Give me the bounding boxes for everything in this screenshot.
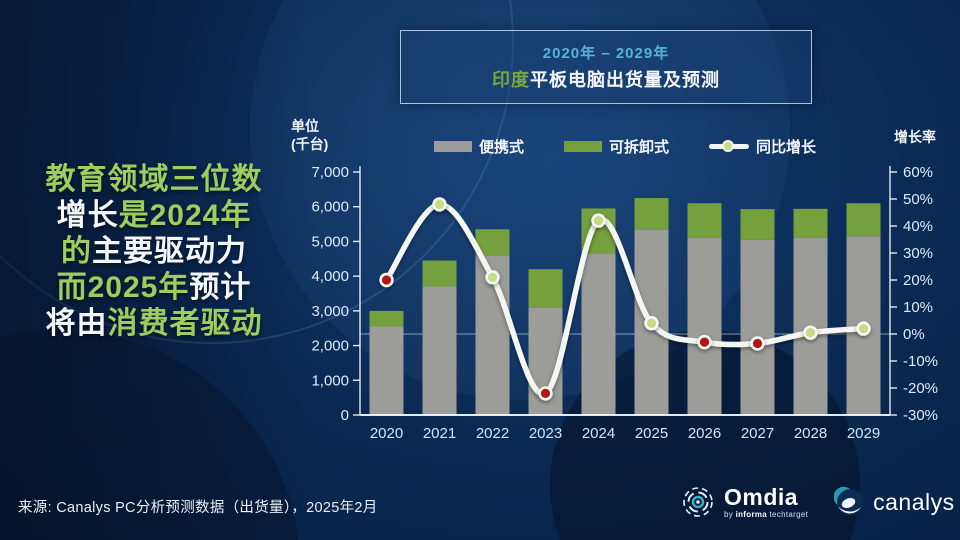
legend-label-growth: 同比增长 — [756, 139, 817, 156]
legend-item-portable: 便携式 — [433, 136, 524, 157]
x-axis-label-2029: 2029 — [847, 425, 880, 442]
legend-swatch-green — [563, 141, 602, 152]
chart-title-box: 2020年 – 2029年 印度平板电脑出货量及预测 — [400, 30, 812, 104]
chart-subtitle-years: 2020年 – 2029年 — [542, 45, 670, 62]
bar-detachable-2027 — [740, 209, 775, 240]
right-axis-tick-label: 10% — [903, 299, 933, 316]
left-axis-tick-label: 6,000 — [311, 199, 349, 216]
bar-portable-2027 — [740, 239, 775, 415]
right-axis-tick-label: 0% — [903, 326, 925, 343]
growth-point-2023 — [540, 388, 551, 398]
left-axis-tick-label: 5,000 — [311, 233, 349, 250]
bar-detachable-2025 — [634, 198, 669, 230]
omdia-logo: Omdia by informa techtarget — [680, 484, 808, 520]
right-axis-tick-label: 30% — [903, 245, 933, 262]
growth-point-2025 — [646, 318, 657, 328]
x-axis-label-2025: 2025 — [635, 425, 668, 442]
x-axis-label-2026: 2026 — [688, 425, 721, 442]
chart-title-highlight: 印度 — [492, 70, 530, 90]
bar-detachable-2020 — [369, 310, 404, 327]
legend-swatch-gray — [433, 141, 472, 152]
source-note: 来源: Canalys PC分析预测数据（出货量），2025年2月 — [18, 500, 378, 516]
bar-detachable-2029 — [846, 203, 881, 237]
x-axis-label-2022: 2022 — [476, 425, 509, 442]
legend-label-detachable: 可拆卸式 — [608, 139, 669, 156]
bar-detachable-2028 — [793, 208, 828, 238]
x-axis-label-2024: 2024 — [582, 425, 615, 442]
omdia-wordmark: Omdia — [724, 483, 799, 510]
left-axis-tick-label: 0 — [341, 407, 349, 424]
left-axis-tick-label: 7,000 — [311, 164, 349, 181]
growth-point-2026 — [699, 337, 710, 347]
growth-point-2024 — [593, 216, 604, 226]
canalys-wordmark: canalys — [873, 488, 955, 515]
left-axis-tick-label: 2,000 — [311, 338, 349, 355]
right-axis-tick-label: -30% — [903, 407, 938, 424]
x-axis-label-2023: 2023 — [529, 425, 562, 442]
left-axis-title: 单位 (千台) — [291, 117, 328, 153]
combo-chart-svg: 0 1,000 2,000 3,000 4,000 5,000 6,000 7,000 -30%… — [311, 164, 938, 442]
omdia-icon — [683, 487, 713, 517]
headline-line: 而2025年预计 — [56, 271, 252, 304]
right-axis-tick-label: 50% — [903, 191, 933, 208]
headline-text-block: 教育领域三位数 增长是2024年 的主要驱动力 而2025年预计 将由消费者驱动 — [14, 162, 294, 342]
headline-line: 教育领域三位数 — [45, 163, 263, 196]
chart-legend: 便携式 可拆卸式 同比增长 — [395, 136, 855, 157]
left-axis-tick-label: 3,000 — [311, 303, 349, 320]
growth-point-2022 — [487, 272, 498, 282]
legend-line-dot — [722, 139, 734, 152]
bar-portable-2021 — [422, 286, 457, 415]
left-axis-title-line1: 单位 — [291, 118, 319, 134]
growth-line — [383, 201, 867, 397]
right-axis-tick-label: -20% — [903, 380, 938, 397]
left-axis-tick-label: 4,000 — [311, 268, 349, 285]
chart-title-rest: 平板电脑出货量及预测 — [530, 70, 720, 90]
bar-portable-2020 — [369, 326, 404, 415]
legend-item-detachable: 可拆卸式 — [563, 136, 669, 157]
growth-point-2021 — [434, 199, 445, 209]
legend-label-portable: 便携式 — [478, 139, 524, 156]
right-axis-tick-label: 20% — [903, 272, 933, 289]
right-axis-tick-label: -10% — [903, 353, 938, 370]
headline-line: 增长是2024年 — [56, 199, 252, 232]
x-axis-label-2027: 2027 — [741, 425, 774, 442]
x-axis-label-2028: 2028 — [794, 425, 827, 442]
left-axis-tick-label: 1,000 — [311, 372, 349, 389]
left-axis-title-line2: (千台) — [291, 136, 329, 152]
chart-title: 印度平板电脑出货量及预测 — [492, 66, 720, 92]
canalys-icon — [834, 486, 864, 515]
footer-logos: Omdia by informa techtarget canalys — [680, 484, 955, 520]
growth-point-2027 — [752, 338, 763, 349]
right-axis-title: 增长率 — [894, 129, 936, 145]
headline-line: 的主要驱动力 — [61, 235, 247, 268]
combo-chart: 0 1,000 2,000 3,000 4,000 5,000 6,000 7,000 -30%… — [290, 110, 960, 460]
bar-detachable-2023 — [528, 269, 563, 308]
growth-point-2020 — [381, 275, 392, 285]
bar-detachable-2026 — [687, 203, 722, 238]
omdia-tagline: by informa techtarget — [724, 509, 809, 519]
bar-portable-2026 — [687, 237, 722, 415]
canalys-logo: canalys — [834, 486, 954, 518]
legend-line-marker — [709, 139, 749, 154]
right-axis-tick-label: 60% — [903, 164, 933, 181]
growth-point-2028 — [805, 328, 816, 338]
growth-point-2029 — [858, 324, 869, 334]
legend-item-growth: 同比增长 — [709, 136, 816, 157]
x-axis-label-2020: 2020 — [370, 425, 403, 442]
x-axis-label-2021: 2021 — [423, 425, 456, 442]
headline-line: 将由消费者驱动 — [45, 307, 263, 340]
bar-portable-2024 — [581, 253, 616, 415]
right-axis-tick-label: 40% — [903, 218, 933, 235]
bar-detachable-2021 — [422, 260, 457, 287]
